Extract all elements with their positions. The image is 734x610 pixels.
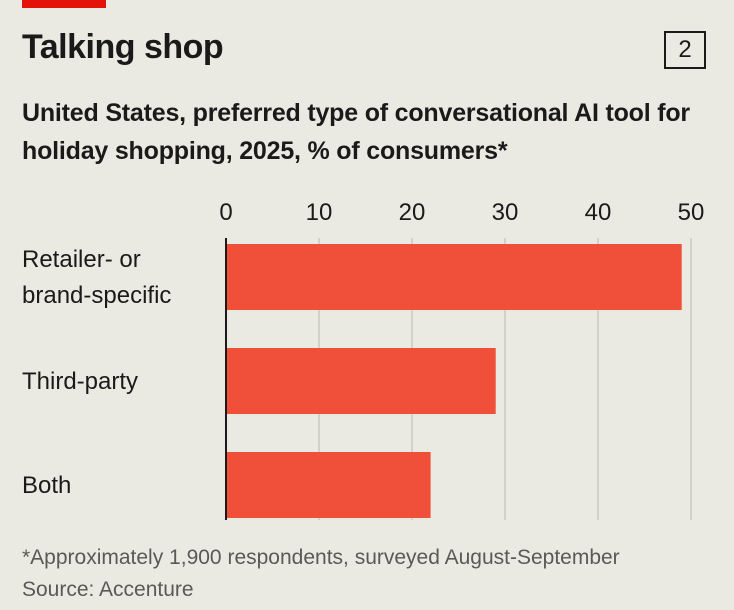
x-tick-label: 40 bbox=[585, 199, 612, 226]
chart-subtitle: United States, preferred type of convers… bbox=[22, 99, 690, 165]
category-label: Third-party bbox=[22, 368, 138, 395]
category-label: brand-specific bbox=[22, 282, 171, 309]
footnote: *Approximately 1,900 respondents, survey… bbox=[22, 542, 620, 606]
chart-title: Talking shop bbox=[22, 28, 224, 66]
brand-tag bbox=[22, 0, 106, 8]
x-tick-label: 0 bbox=[219, 199, 232, 226]
bar bbox=[226, 244, 682, 310]
x-tick-label: 30 bbox=[492, 199, 519, 226]
x-tick-label: 50 bbox=[678, 199, 705, 226]
x-tick-label: 10 bbox=[306, 199, 333, 226]
x-tick-label: 20 bbox=[399, 199, 426, 226]
footnote-note: *Approximately 1,900 respondents, survey… bbox=[22, 546, 620, 569]
bar bbox=[226, 452, 431, 518]
source-note: Source: Accenture bbox=[22, 578, 194, 601]
bar-chart: 0 10 20 30 40 50 Retailer- or brand-specific Thi… bbox=[22, 199, 705, 520]
category-label: Retailer- or bbox=[22, 246, 141, 273]
bar bbox=[226, 348, 496, 414]
category-label: Both bbox=[22, 472, 71, 499]
chart-number-badge: 2 bbox=[664, 31, 706, 69]
